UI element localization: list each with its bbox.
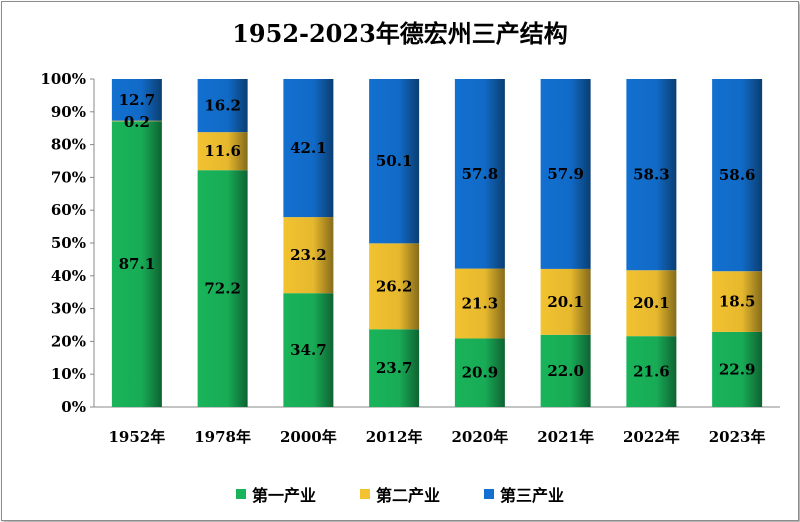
- stacked-bar-chart: 0% 10% 20% 30% 40% 50% 60% 70% 80% 90% 100% 87.1 0.2…: [40, 70, 780, 446]
- y-tick-label: 20%: [51, 332, 86, 350]
- legend-item: 第二产业: [359, 483, 440, 505]
- chart-title: 1952-2023年德宏州三产结构: [232, 19, 568, 48]
- data-label: 21.6: [633, 363, 670, 381]
- y-tick-label: 10%: [51, 365, 86, 383]
- data-label: 20.1: [547, 293, 584, 311]
- bar-segment: [626, 270, 677, 337]
- legend-swatch: [484, 489, 494, 499]
- x-tick-label: 2022年: [623, 428, 680, 446]
- bar-segment: [712, 79, 763, 272]
- data-label: 22.0: [547, 362, 584, 380]
- data-label: 26.2: [376, 277, 413, 295]
- x-tick-label: 2000年: [280, 428, 337, 446]
- bar-segment: [712, 331, 763, 407]
- data-label: 58.6: [719, 166, 756, 184]
- legend-swatch: [235, 489, 246, 499]
- data-label: 57.9: [547, 165, 584, 183]
- bar-segment: [369, 79, 420, 244]
- x-tick-label: 2023年: [709, 428, 766, 446]
- bar-segment: [197, 132, 248, 171]
- y-tick-label: 40%: [51, 267, 86, 285]
- legend: 第一产业 第二产业 第三产业: [0, 483, 800, 505]
- data-label: 50.1: [376, 152, 413, 170]
- x-tick-label: 2020年: [452, 428, 509, 446]
- bar-segment: [626, 336, 677, 407]
- bar-segment: [454, 79, 505, 269]
- y-tick-label: 70%: [51, 168, 86, 186]
- bar-segment: [111, 120, 162, 122]
- bar-segment: [369, 329, 420, 407]
- data-label: 20.1: [633, 294, 670, 312]
- data-label: 11.6: [204, 142, 241, 160]
- data-label: 18.5: [719, 293, 756, 311]
- data-label: 87.1: [119, 255, 156, 273]
- data-label: 58.3: [633, 166, 670, 184]
- data-label: 20.9: [462, 364, 499, 382]
- data-label: 0.2: [124, 113, 150, 131]
- data-label: 57.8: [462, 165, 499, 183]
- x-tick-label: 1978年: [194, 428, 251, 446]
- data-label: 16.2: [204, 97, 241, 115]
- x-tick-label: 2012年: [366, 428, 423, 446]
- y-tick-label: 0%: [61, 398, 86, 416]
- bar-segment: [626, 79, 677, 271]
- legend-item: 第三产业: [484, 483, 564, 505]
- legend-swatch: [359, 489, 370, 499]
- bar-segment: [540, 79, 591, 269]
- bar-segment: [712, 271, 763, 332]
- data-label: 12.7: [119, 91, 156, 109]
- bar-segment: [454, 338, 505, 407]
- bar-segment: [540, 268, 591, 335]
- bar-segment: [454, 268, 505, 339]
- bar-segment: [283, 79, 334, 218]
- y-tick-label: 30%: [51, 300, 86, 318]
- bar-segment: [283, 293, 334, 407]
- bar-segment: [111, 121, 162, 407]
- data-label: 21.3: [462, 295, 499, 313]
- bar-segment: [197, 170, 248, 407]
- bar-segment: [283, 217, 334, 294]
- data-label: 23.2: [290, 246, 327, 264]
- data-label: 34.7: [290, 341, 327, 359]
- bar-segment: [197, 79, 248, 133]
- legend-item: 第一产业: [235, 483, 316, 505]
- bar-segment: [540, 334, 591, 407]
- y-tick-label: 80%: [51, 136, 86, 154]
- data-label: 23.7: [376, 359, 413, 377]
- y-tick-label: 50%: [51, 234, 86, 252]
- x-tick-label: 1952年: [109, 428, 166, 446]
- bar-segment: [111, 79, 162, 121]
- data-label: 72.2: [204, 280, 241, 298]
- legend-label: 第一产业: [251, 486, 316, 505]
- bar-segment: [369, 243, 420, 330]
- y-tick-label: 90%: [51, 103, 86, 121]
- y-tick-label: 60%: [51, 201, 86, 219]
- y-tick-label: 100%: [40, 70, 86, 88]
- x-tick-label: 2021年: [537, 428, 594, 446]
- legend-label: 第二产业: [375, 486, 440, 505]
- data-label: 22.9: [719, 360, 756, 378]
- legend-label: 第三产业: [500, 486, 565, 505]
- data-label: 42.1: [290, 139, 327, 157]
